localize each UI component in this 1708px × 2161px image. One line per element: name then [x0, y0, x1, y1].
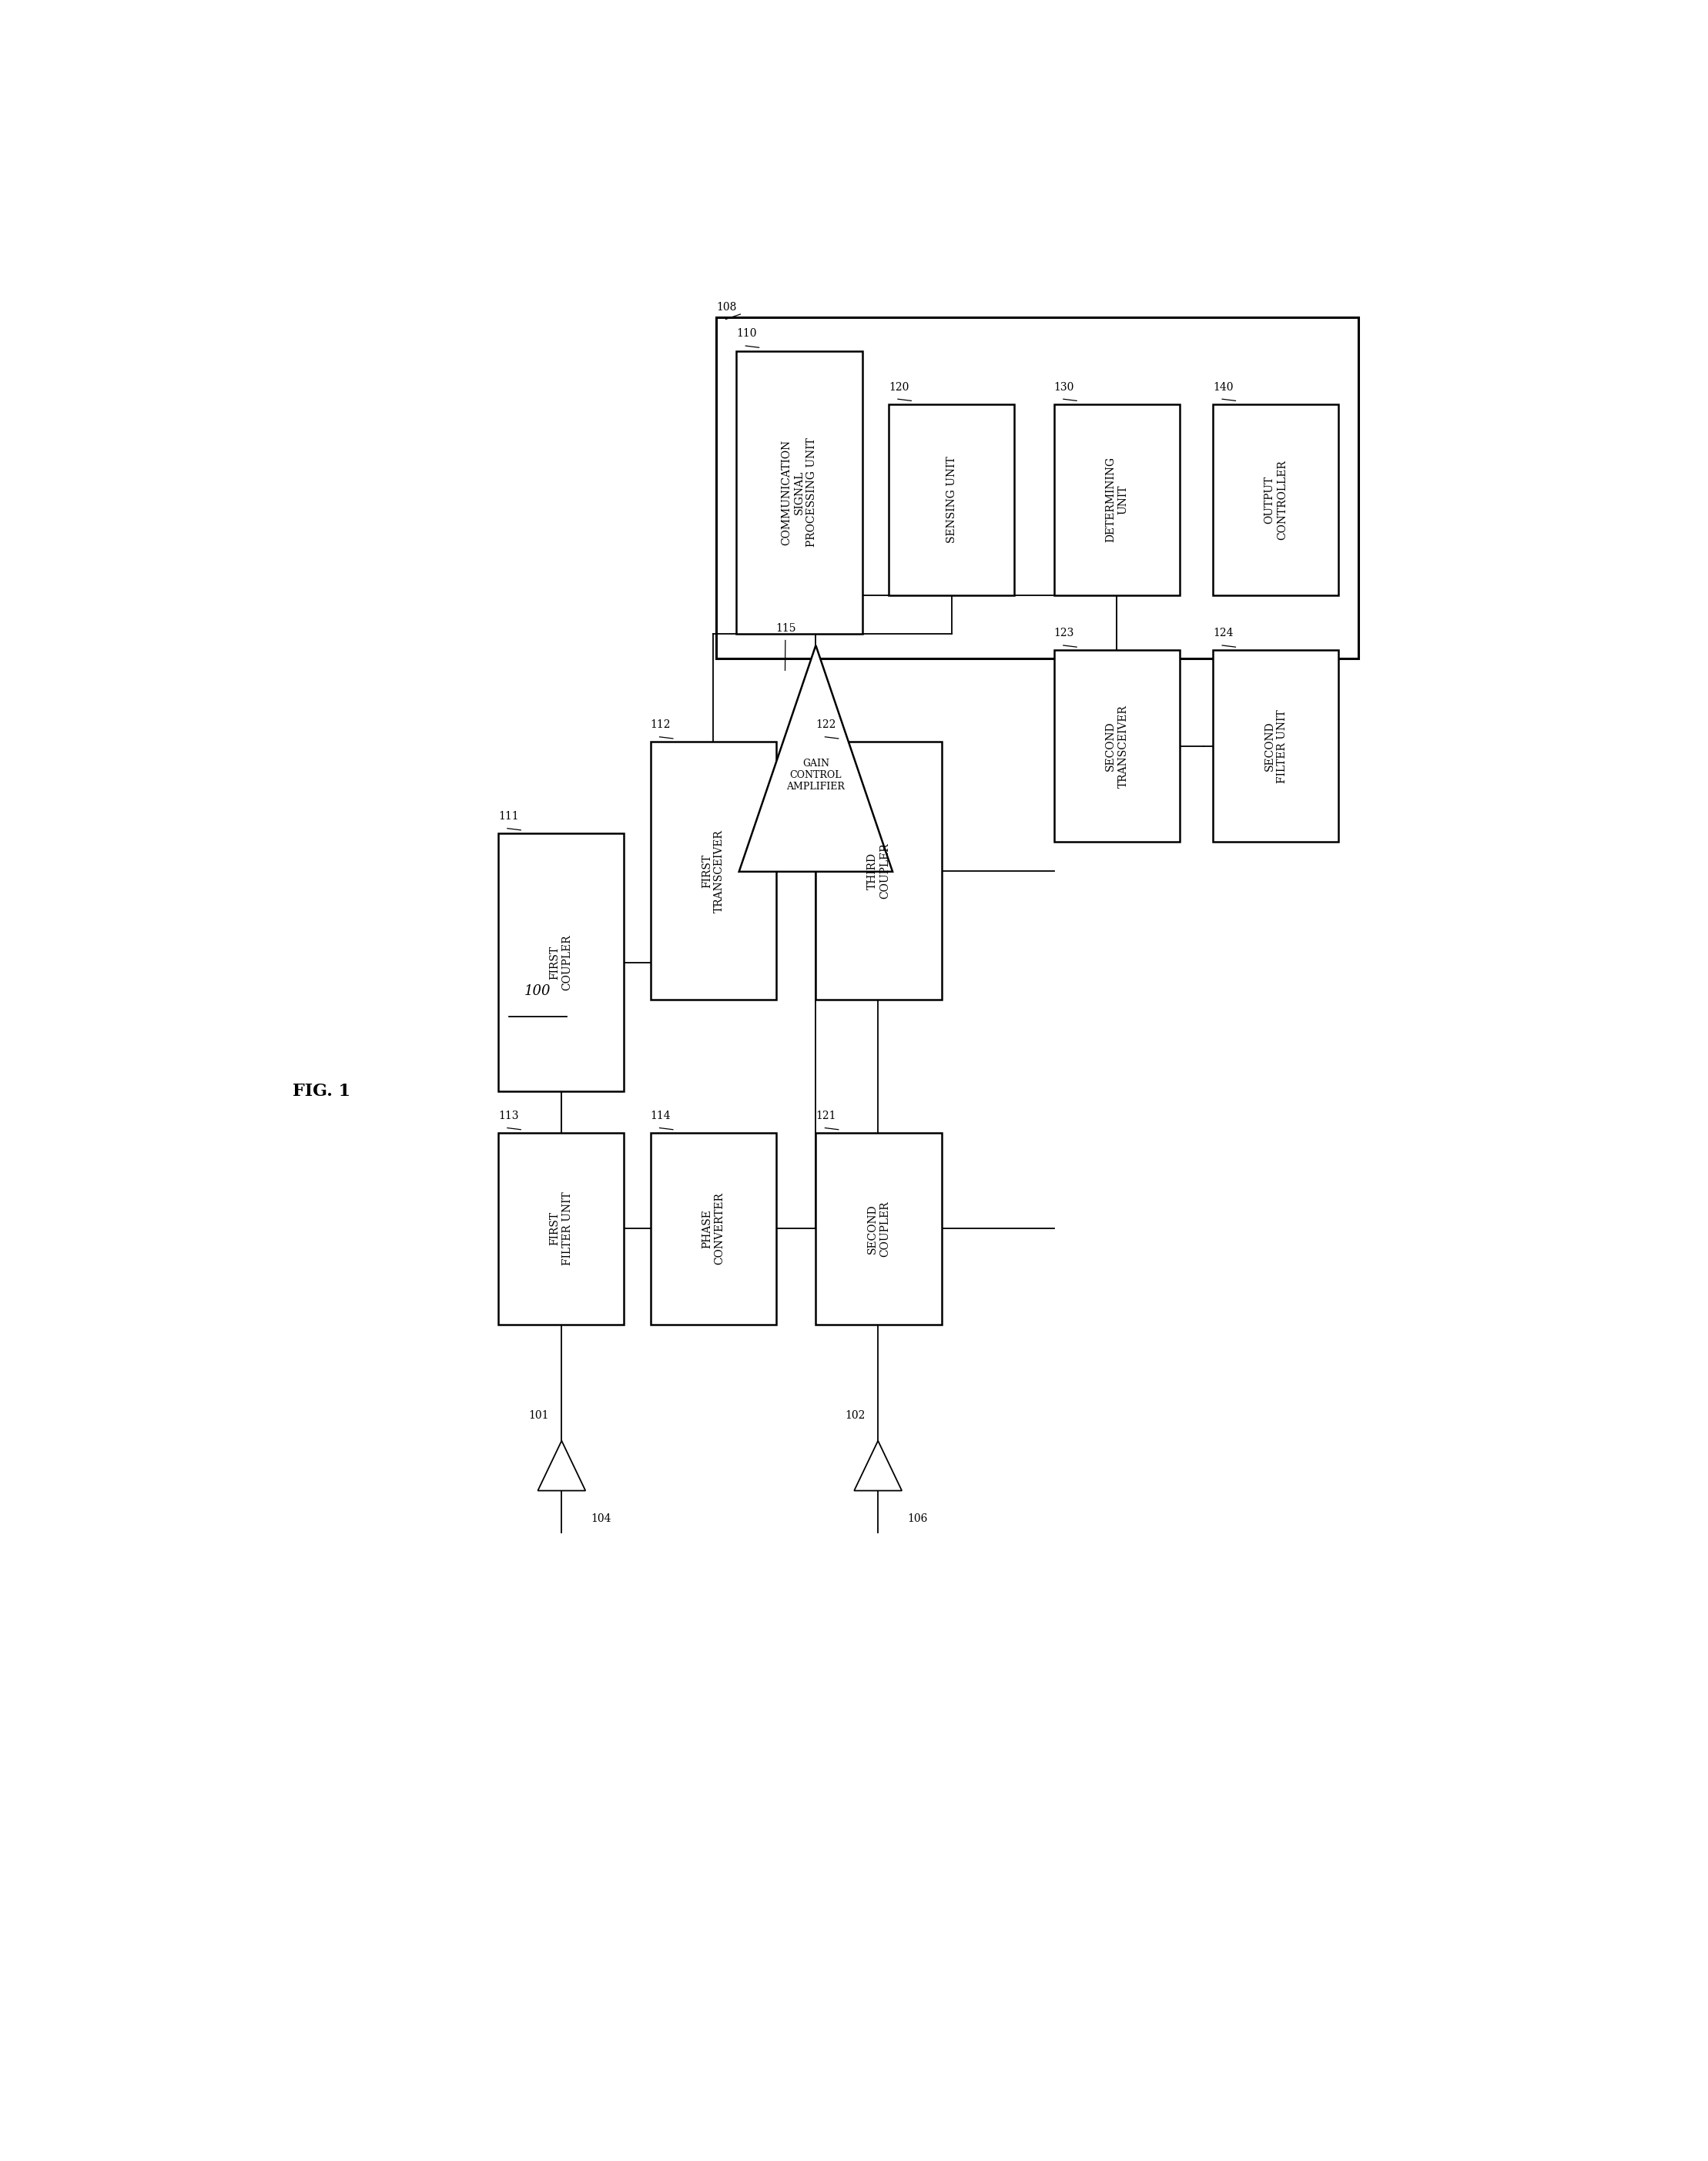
Text: 130: 130 [1054, 382, 1074, 393]
FancyBboxPatch shape [1054, 404, 1180, 596]
Text: 121: 121 [816, 1111, 837, 1122]
Text: 101: 101 [528, 1409, 548, 1420]
Polygon shape [854, 1441, 902, 1491]
FancyBboxPatch shape [651, 1132, 775, 1325]
Text: FIRST
FILTER UNIT: FIRST FILTER UNIT [550, 1191, 572, 1266]
FancyBboxPatch shape [499, 834, 623, 1091]
Text: SECOND
COUPLER: SECOND COUPLER [868, 1202, 890, 1256]
Text: 122: 122 [816, 720, 837, 730]
Text: 140: 140 [1213, 382, 1233, 393]
Text: COMMUNICATION
SIGNAL
PROCESSING UNIT: COMMUNICATION SIGNAL PROCESSING UNIT [781, 439, 816, 547]
FancyBboxPatch shape [736, 350, 863, 633]
Text: 113: 113 [499, 1111, 519, 1122]
Text: OUTPUT
CONTROLLER: OUTPUT CONTROLLER [1264, 460, 1288, 540]
Text: SENSING UNIT: SENSING UNIT [946, 456, 956, 542]
Text: 108: 108 [717, 303, 736, 313]
Polygon shape [538, 1441, 586, 1491]
Text: 111: 111 [499, 810, 519, 821]
Text: 114: 114 [651, 1111, 671, 1122]
Text: FIRST
TRANSCEIVER: FIRST TRANSCEIVER [702, 830, 724, 912]
Text: THIRD
COUPLER: THIRD COUPLER [868, 843, 890, 899]
FancyBboxPatch shape [499, 1132, 623, 1325]
FancyBboxPatch shape [1054, 650, 1180, 841]
Text: GAIN
CONTROL
AMPLIFIER: GAIN CONTROL AMPLIFIER [787, 759, 845, 791]
Text: SECOND
TRANSCEIVER: SECOND TRANSCEIVER [1105, 704, 1129, 787]
Text: SECOND
FILTER UNIT: SECOND FILTER UNIT [1264, 709, 1288, 782]
FancyBboxPatch shape [888, 404, 1015, 596]
Text: DETERMINING
UNIT: DETERMINING UNIT [1105, 456, 1129, 542]
Text: 102: 102 [845, 1409, 866, 1420]
Text: FIRST
COUPLER: FIRST COUPLER [550, 934, 572, 990]
Text: 104: 104 [591, 1513, 611, 1524]
FancyBboxPatch shape [1213, 650, 1339, 841]
Text: 106: 106 [907, 1513, 927, 1524]
Text: 123: 123 [1054, 629, 1074, 640]
Text: 110: 110 [736, 328, 757, 339]
FancyBboxPatch shape [1213, 404, 1339, 596]
Text: 120: 120 [888, 382, 909, 393]
Text: 112: 112 [651, 720, 671, 730]
Text: 100: 100 [524, 985, 552, 998]
Polygon shape [740, 646, 893, 871]
FancyBboxPatch shape [816, 1132, 941, 1325]
FancyBboxPatch shape [651, 741, 775, 1001]
Text: PHASE
CONVERTER: PHASE CONVERTER [702, 1193, 724, 1264]
FancyBboxPatch shape [816, 741, 941, 1001]
Text: 115: 115 [775, 622, 796, 633]
Text: FIG. 1: FIG. 1 [294, 1083, 350, 1100]
Text: 124: 124 [1213, 629, 1233, 640]
